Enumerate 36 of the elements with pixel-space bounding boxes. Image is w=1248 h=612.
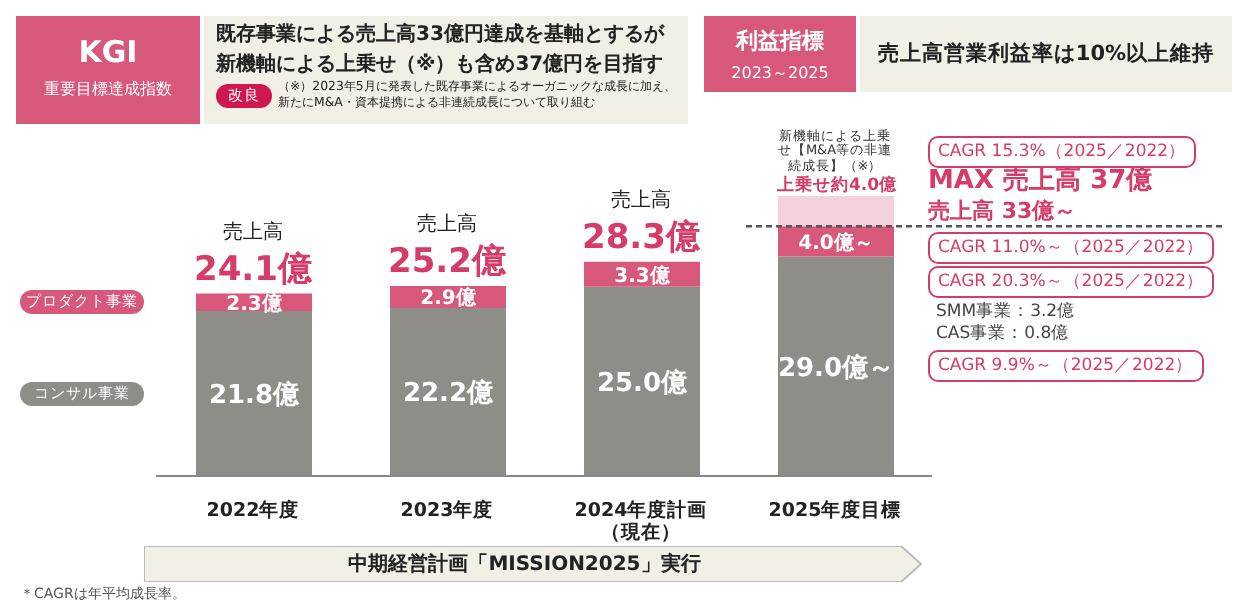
- data-label: 21.8億: [208, 378, 302, 411]
- x-tick-label: 2022年度: [206, 498, 300, 522]
- text: 既存事業による売上高33億円達成を基軸とするが: [216, 20, 667, 48]
- total-label: 28.3億: [580, 215, 702, 260]
- data-label: 4.0億～: [798, 230, 874, 255]
- total-label: 24.1億: [192, 247, 314, 292]
- annotation: 売上高: [221, 219, 285, 246]
- chart-title: KGI: [76, 34, 140, 70]
- text: CAGR 20.3%～（2025／2022）: [928, 266, 1215, 299]
- text: CAGR 15.3%（2025／2022）: [928, 136, 1197, 168]
- bar: [778, 196, 894, 227]
- data-label: 上乗せ約4.0億: [777, 176, 898, 196]
- text: 2023～2025: [729, 62, 831, 84]
- x-tick-label: 2024年度計画（現在）: [574, 498, 708, 544]
- chart-subtitle: 重要目標達成指数: [42, 78, 174, 100]
- text: 新機軸による上乗せ（※）も含め37億円を目指す: [216, 50, 666, 78]
- annotation: 売上高 33億～: [928, 196, 1077, 227]
- text: 利益指標: [733, 26, 826, 56]
- text: SMM事業：3.2億: [936, 300, 1076, 324]
- text: MAX 売上高 37億: [928, 164, 1153, 198]
- annotation: 売上高: [609, 187, 673, 214]
- text: 売上高営業利益率は10%以上維持: [860, 16, 1232, 92]
- annotation: 売上高: [415, 211, 479, 238]
- total-label: 25.2億: [386, 240, 508, 285]
- text: CAGR 11.0%～（2025／2022）: [928, 232, 1215, 265]
- data-label: 29.0億～: [777, 351, 895, 384]
- data-label: 2.3億: [226, 291, 284, 316]
- data-label: 22.2億: [402, 377, 496, 410]
- data-label: 3.3億: [614, 263, 672, 288]
- text: CAGR 9.9%～（2025／2022）: [928, 350, 1204, 383]
- x-tick-label: 2023年度: [400, 498, 494, 522]
- text: 中期経営計画「MISSION2025」実行: [346, 550, 703, 578]
- text: CAS事業：0.8億: [936, 322, 1070, 347]
- data-label: 2.9億: [420, 286, 478, 311]
- data-label: 25.0億: [596, 366, 690, 399]
- x-tick-label: 2025年度目標: [768, 498, 902, 522]
